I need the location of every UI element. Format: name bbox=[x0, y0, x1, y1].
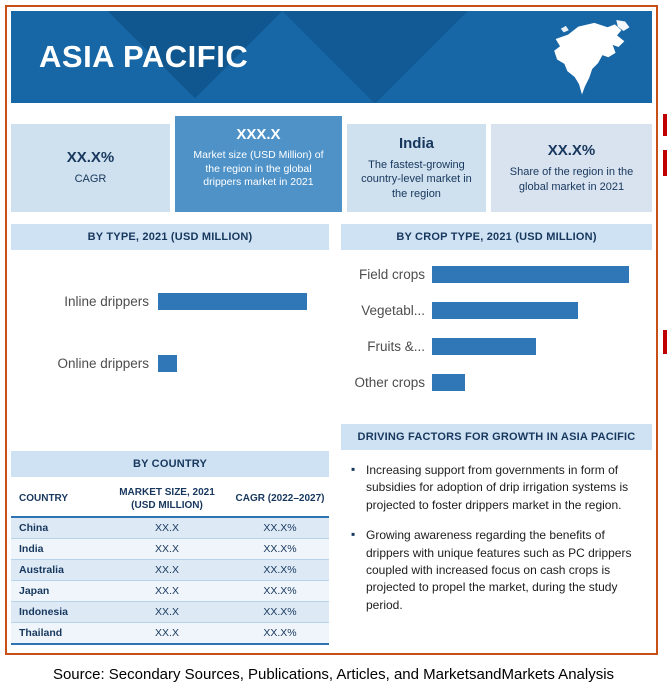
bar-row: Vegetabl... bbox=[341, 300, 652, 320]
driving-factors-list: Increasing support from governments in f… bbox=[341, 461, 652, 614]
bar-category-label: Fruits &... bbox=[367, 338, 425, 354]
page-title: ASIA PACIFIC bbox=[39, 39, 249, 74]
bar bbox=[432, 373, 465, 391]
country-cell: China bbox=[11, 517, 103, 539]
country-table-head: COUNTRY MARKET SIZE, 2021 (USD MILLION) … bbox=[11, 483, 329, 518]
bar-row: Online drippers bbox=[11, 353, 329, 373]
bar bbox=[432, 265, 629, 283]
by-crop-type-chart: Field crops Vegetabl... Fruits &... Other c… bbox=[341, 250, 652, 424]
table-row: India XX.X XX.X% bbox=[11, 538, 329, 560]
stats-row: XX.X% CAGR XXX.X Market size (USD Millio… bbox=[11, 116, 652, 212]
by-country-header: BY COUNTRY bbox=[11, 451, 329, 477]
stat-label: CAGR bbox=[74, 173, 107, 186]
content-columns: BY TYPE, 2021 (USD MILLION) Inline dripp… bbox=[11, 224, 652, 645]
right-column: BY CROP TYPE, 2021 (USD MILLION) Field c… bbox=[341, 224, 652, 645]
by-type-chart: Inline drippers Online drippers bbox=[11, 250, 329, 451]
driving-factors-header: DRIVING FACTORS FOR GROWTH IN ASIA PACIF… bbox=[341, 424, 652, 450]
stat-card-cagr: XX.X% CAGR bbox=[11, 124, 170, 212]
value-cell: XX.X bbox=[103, 580, 231, 602]
driving-factor-item: Increasing support from governments in f… bbox=[351, 461, 648, 514]
table-row: Japan XX.X XX.X% bbox=[11, 580, 329, 602]
table-header-row: COUNTRY MARKET SIZE, 2021 (USD MILLION) … bbox=[11, 483, 329, 518]
bar bbox=[158, 354, 177, 372]
bar bbox=[158, 292, 307, 310]
stat-value: India bbox=[398, 135, 434, 153]
value-cell: XX.X% bbox=[231, 559, 329, 581]
bar-row: Other crops bbox=[341, 372, 652, 392]
bar-category-label: Online drippers bbox=[57, 355, 149, 371]
table-row: Thailand XX.X XX.X% bbox=[11, 622, 329, 645]
driving-factor-item: Growing awareness regarding the benefits… bbox=[351, 526, 648, 614]
country-cell: India bbox=[11, 538, 103, 560]
value-cell: XX.X% bbox=[231, 517, 329, 539]
value-cell: XX.X bbox=[103, 559, 231, 581]
bar bbox=[432, 337, 536, 355]
column-header-cagr: CAGR (2022–2027) bbox=[231, 483, 329, 518]
bar-category-label: Other crops bbox=[354, 374, 425, 390]
value-cell: XX.X bbox=[103, 622, 231, 645]
source-attribution: Source: Secondary Sources, Publications,… bbox=[52, 666, 615, 683]
country-table-wrap: COUNTRY MARKET SIZE, 2021 (USD MILLION) … bbox=[11, 483, 329, 645]
column-header-market-size: MARKET SIZE, 2021 (USD MILLION) bbox=[103, 483, 231, 518]
country-cell: Japan bbox=[11, 580, 103, 602]
stat-value: XXX.X bbox=[236, 126, 281, 143]
stat-card-share: XX.X% Share of the region in the global … bbox=[491, 124, 652, 212]
region-header: ASIA PACIFIC bbox=[11, 11, 652, 103]
report-frame: ASIA PACIFIC XX.X% CAGR XXX.X Market siz… bbox=[5, 5, 658, 655]
country-table-body: China XX.X XX.X% India XX.X XX.X% Australia XX.… bbox=[11, 517, 329, 645]
bar-category-label: Vegetabl... bbox=[361, 302, 425, 318]
value-cell: XX.X bbox=[103, 601, 231, 623]
country-cell: Australia bbox=[11, 559, 103, 581]
stat-label: The fastest-growing country-level market… bbox=[361, 159, 472, 200]
stat-card-fastest-country: India The fastest-growing country-level … bbox=[346, 124, 487, 212]
value-cell: XX.X bbox=[103, 517, 231, 539]
stat-card-market-size: XXX.X Market size (USD Million) of the r… bbox=[174, 116, 342, 212]
country-cell: Indonesia bbox=[11, 601, 103, 623]
by-crop-type-header: BY CROP TYPE, 2021 (USD MILLION) bbox=[341, 224, 652, 250]
value-cell: XX.X% bbox=[231, 538, 329, 560]
stat-value: XX.X% bbox=[547, 142, 596, 160]
country-cell: Thailand bbox=[11, 622, 103, 645]
value-cell: XX.X% bbox=[231, 601, 329, 623]
bar-category-label: Inline drippers bbox=[64, 293, 149, 309]
left-column: BY TYPE, 2021 (USD MILLION) Inline dripp… bbox=[11, 224, 329, 645]
table-row: Indonesia XX.X XX.X% bbox=[11, 601, 329, 623]
bar-category-label: Field crops bbox=[358, 266, 425, 282]
table-row: China XX.X XX.X% bbox=[11, 517, 329, 539]
value-cell: XX.X% bbox=[231, 580, 329, 602]
clipped-edge-artifact bbox=[663, 150, 667, 176]
stat-value: XX.X% bbox=[66, 149, 115, 167]
stat-label: Share of the region in the global market… bbox=[509, 166, 634, 193]
bar-row: Fruits &... bbox=[341, 336, 652, 356]
table-row: Australia XX.X XX.X% bbox=[11, 559, 329, 581]
by-type-header: BY TYPE, 2021 (USD MILLION) bbox=[11, 224, 329, 250]
north-america-map-icon bbox=[554, 20, 630, 95]
country-table: COUNTRY MARKET SIZE, 2021 (USD MILLION) … bbox=[11, 483, 329, 645]
bar bbox=[432, 301, 578, 319]
stat-label: Market size (USD Million) of the region … bbox=[193, 149, 324, 189]
bar-row: Inline drippers bbox=[11, 291, 329, 311]
bar-row: Field crops bbox=[341, 264, 652, 284]
column-header-country: COUNTRY bbox=[11, 483, 103, 518]
clipped-edge-artifact bbox=[663, 330, 667, 354]
clipped-edge-artifact bbox=[663, 114, 667, 136]
value-cell: XX.X bbox=[103, 538, 231, 560]
value-cell: XX.X% bbox=[231, 622, 329, 645]
